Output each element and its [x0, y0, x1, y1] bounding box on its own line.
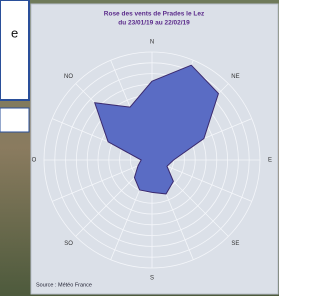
source: Source : Météo France — [36, 282, 92, 288]
direction-label: S — [150, 276, 154, 282]
text-box — [0, 0, 29, 100]
direction-label: SO — [64, 241, 73, 247]
direction-label: N — [150, 40, 154, 46]
direction-label: E — [268, 158, 272, 164]
box-text: e — [11, 25, 18, 40]
direction-label: O — [32, 158, 37, 164]
screenshot: e Rose des vents de Prades le Lez du 23/… — [0, 0, 279, 296]
direction-label: NE — [231, 74, 239, 80]
text-box — [0, 108, 29, 132]
direction-label: SE — [231, 241, 239, 247]
direction-label: NO — [64, 74, 73, 80]
chart-subtitle: du 23/01/19 au 22/02/19 — [118, 20, 190, 27]
page: e Rose des vents de Prades le Lez du 23/… — [0, 0, 320, 301]
chart-title: Rose des vents de Prades le Lez — [104, 11, 205, 18]
